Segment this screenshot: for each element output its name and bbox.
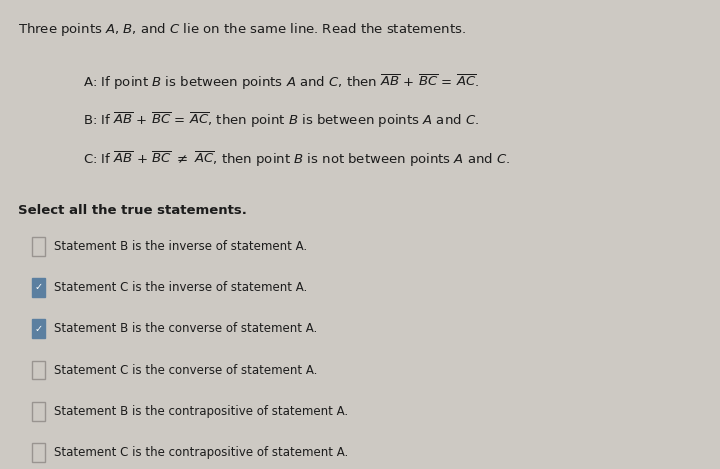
FancyBboxPatch shape	[32, 361, 45, 379]
FancyBboxPatch shape	[32, 443, 45, 462]
Text: Three points $\mathit{A}$, $\mathit{B}$, and $\mathit{C}$ lie on the same line. : Three points $\mathit{A}$, $\mathit{B}$,…	[18, 21, 466, 38]
FancyBboxPatch shape	[32, 237, 45, 256]
Text: Statement C is the converse of statement A.: Statement C is the converse of statement…	[54, 363, 318, 377]
Text: B: If $\overline{AB}$ + $\overline{BC}$ = $\overline{AC}$, then point $\mathit{B: B: If $\overline{AB}$ + $\overline{BC}$ …	[83, 111, 479, 130]
Text: ✓: ✓	[34, 324, 42, 334]
FancyBboxPatch shape	[32, 319, 45, 338]
Text: Statement B is the contrapositive of statement A.: Statement B is the contrapositive of sta…	[54, 405, 348, 418]
Text: ✓: ✓	[34, 282, 42, 293]
FancyBboxPatch shape	[32, 278, 45, 297]
Text: Statement C is the inverse of statement A.: Statement C is the inverse of statement …	[54, 281, 307, 294]
Text: A: If point $\mathit{B}$ is between points $\mathit{A}$ and $\mathit{C}$, then $: A: If point $\mathit{B}$ is between poin…	[83, 73, 479, 92]
Text: Statement B is the converse of statement A.: Statement B is the converse of statement…	[54, 322, 318, 335]
Text: Select all the true statements.: Select all the true statements.	[18, 204, 247, 217]
Text: Statement C is the contrapositive of statement A.: Statement C is the contrapositive of sta…	[54, 446, 348, 459]
Text: Statement B is the inverse of statement A.: Statement B is the inverse of statement …	[54, 240, 307, 253]
FancyBboxPatch shape	[32, 402, 45, 421]
Text: C: If $\overline{AB}$ + $\overline{BC}$ $\neq$ $\overline{AC}$, then point $\mat: C: If $\overline{AB}$ + $\overline{BC}$ …	[83, 150, 510, 169]
